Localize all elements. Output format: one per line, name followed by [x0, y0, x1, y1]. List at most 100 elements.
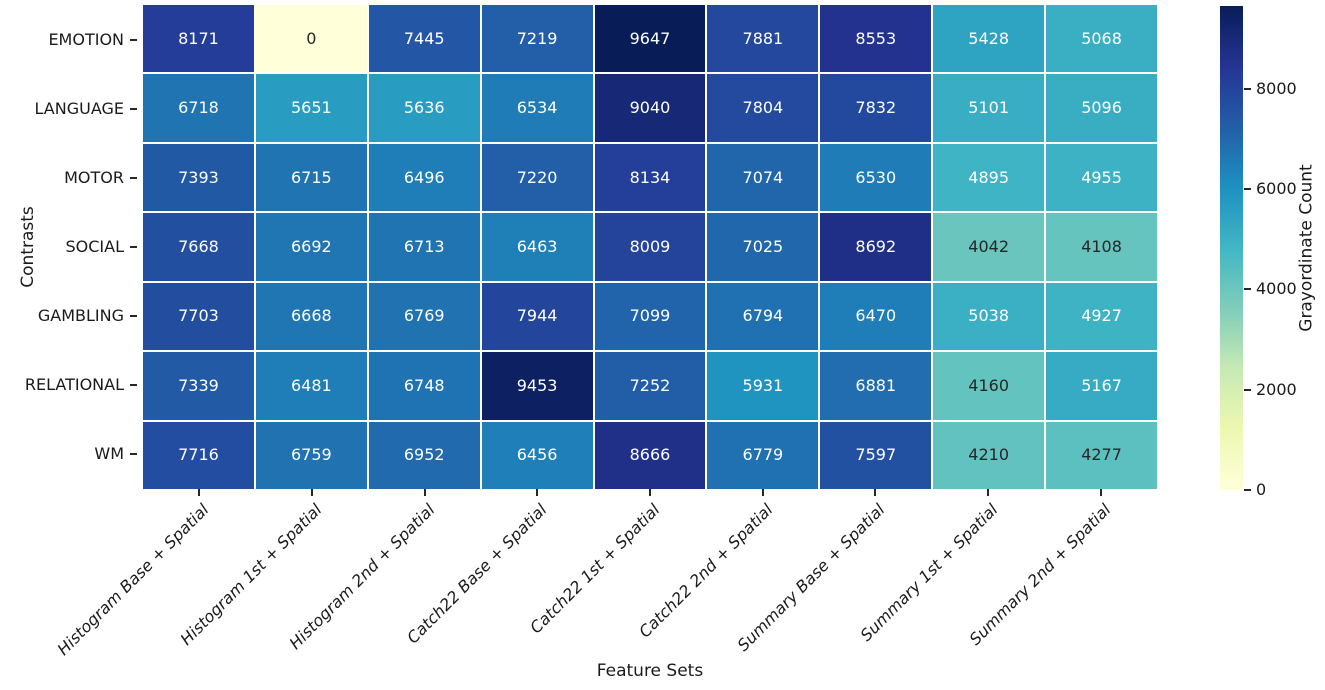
heatmap-cell: 4927 [1046, 282, 1157, 351]
colorbar-tick-label: 6000 [1256, 178, 1297, 198]
heatmap-cell: 7804 [707, 74, 819, 142]
x-tick-mark [987, 489, 989, 496]
heatmap-cell: 5038 [933, 282, 1045, 351]
heatmap-cell: 6463 [481, 213, 593, 281]
heatmap-cell: 9453 [481, 352, 593, 420]
heatmap-cell: 5096 [1046, 74, 1157, 142]
heatmap-cell: 6668 [255, 282, 367, 351]
y-tick-mark [130, 176, 137, 179]
x-tick-mark [874, 489, 877, 496]
heatmap-cell: 7252 [594, 352, 706, 420]
y-tick-label: GAMBLING [37, 306, 124, 326]
y-tick-label: RELATIONAL [24, 375, 124, 395]
x-axis-title: Feature Sets [596, 661, 704, 681]
heatmap-cell: 6881 [820, 352, 932, 420]
heatmap-cell: 8009 [594, 213, 706, 281]
heatmap-cell: 5167 [1046, 352, 1157, 420]
heatmap-cell: 7025 [707, 213, 819, 281]
y-tick-mark [130, 38, 137, 41]
heatmap-cell: 8134 [594, 143, 706, 212]
heatmap-cell: 6718 [143, 74, 254, 142]
heatmap-cell: 6779 [707, 421, 819, 489]
heatmap-cell: 5101 [933, 74, 1045, 142]
heatmap-cell: 7393 [143, 143, 254, 212]
heatmap-cell: 7220 [481, 143, 593, 212]
x-tick-mark [761, 489, 764, 496]
colorbar [1220, 6, 1243, 490]
heatmap-cell: 7445 [368, 5, 480, 73]
colorbar-tick-label: 0 [1256, 480, 1267, 499]
heatmap-cell: 5931 [707, 352, 819, 420]
heatmap-cell: 8553 [820, 5, 932, 73]
heatmap-cell: 5651 [255, 74, 367, 142]
heatmap-cell: 7668 [143, 213, 254, 281]
colorbar-tick-label: 8000 [1256, 78, 1297, 98]
heatmap-cell: 0 [255, 5, 367, 73]
heatmap-cell: 7716 [143, 421, 254, 489]
y-tick-label: MOTOR [64, 167, 124, 187]
heatmap-grid: 8171 0 7445 7219 9647 7881 8553 5428 5068 6718 565… [143, 5, 1157, 489]
heatmap-cell: 7339 [143, 352, 254, 420]
heatmap-cell: 4160 [933, 352, 1045, 420]
heatmap-cell: 6952 [368, 421, 480, 489]
heatmap-cell: 6530 [820, 143, 932, 212]
y-tick-label: WM [94, 444, 124, 464]
x-tick-mark [649, 489, 651, 496]
heatmap-cell: 6481 [255, 352, 367, 420]
heatmap-cell: 7832 [820, 74, 932, 142]
colorbar-tick-mark [1244, 187, 1251, 190]
heatmap-cell: 5428 [933, 5, 1045, 73]
heatmap-cell: 7944 [481, 282, 593, 351]
heatmap-cell: 8171 [143, 5, 254, 73]
heatmap-cell: 6713 [368, 213, 480, 281]
y-tick-mark [130, 453, 137, 456]
heatmap-cell: 7074 [707, 143, 819, 212]
heatmap-cell: 9040 [594, 74, 706, 142]
colorbar-tick-label: 4000 [1256, 279, 1297, 299]
x-tick-mark [198, 489, 201, 496]
heatmap-cell: 4895 [933, 143, 1045, 212]
y-tick-mark [130, 384, 137, 387]
heatmap-cell: 7597 [820, 421, 932, 489]
y-tick-label: EMOTION [48, 29, 124, 49]
heatmap-cell: 7881 [707, 5, 819, 73]
heatmap-cell: 9647 [594, 5, 706, 73]
heatmap-cell: 4955 [1046, 143, 1157, 212]
heatmap-cell: 6759 [255, 421, 367, 489]
x-tick-mark [1099, 489, 1102, 496]
heatmap-cell: 5068 [1046, 5, 1157, 73]
y-tick-label: SOCIAL [65, 237, 125, 256]
colorbar-tick-label: 2000 [1256, 379, 1297, 399]
x-tick-mark [311, 489, 313, 496]
y-tick-mark [130, 246, 137, 248]
heatmap-cell: 4210 [933, 421, 1045, 489]
heatmap-cell: 6470 [820, 282, 932, 351]
colorbar-tick-mark [1244, 489, 1251, 491]
heatmap-cell: 6692 [255, 213, 367, 281]
heatmap-cell: 6748 [368, 352, 480, 420]
heatmap-cell: 6715 [255, 143, 367, 212]
x-tick-mark [423, 489, 426, 496]
colorbar-tick-mark [1244, 87, 1251, 90]
heatmap-cell: 7099 [594, 282, 706, 351]
y-tick-label: LANGUAGE [34, 98, 124, 118]
heatmap-cell: 6534 [481, 74, 593, 142]
heatmap-cell: 6769 [368, 282, 480, 351]
heatmap-cell: 8692 [820, 213, 932, 281]
heatmap-cell: 6496 [368, 143, 480, 212]
heatmap-cell: 7703 [143, 282, 254, 351]
x-tick-mark [536, 489, 539, 496]
heatmap-cell: 4277 [1046, 421, 1157, 489]
heatmap-cell: 7219 [481, 5, 593, 73]
heatmap-cell: 4042 [933, 213, 1045, 281]
heatmap-cell: 6794 [707, 282, 819, 351]
heatmap-cell: 4108 [1046, 213, 1157, 281]
y-tick-mark [130, 107, 137, 110]
heatmap-cell: 6456 [481, 421, 593, 489]
heatmap-cell: 8666 [594, 421, 706, 489]
colorbar-tick-mark [1244, 288, 1251, 291]
heatmap-cell: 5636 [368, 74, 480, 142]
y-tick-mark [130, 315, 137, 318]
colorbar-title: Grayordinate Count [1297, 164, 1318, 332]
